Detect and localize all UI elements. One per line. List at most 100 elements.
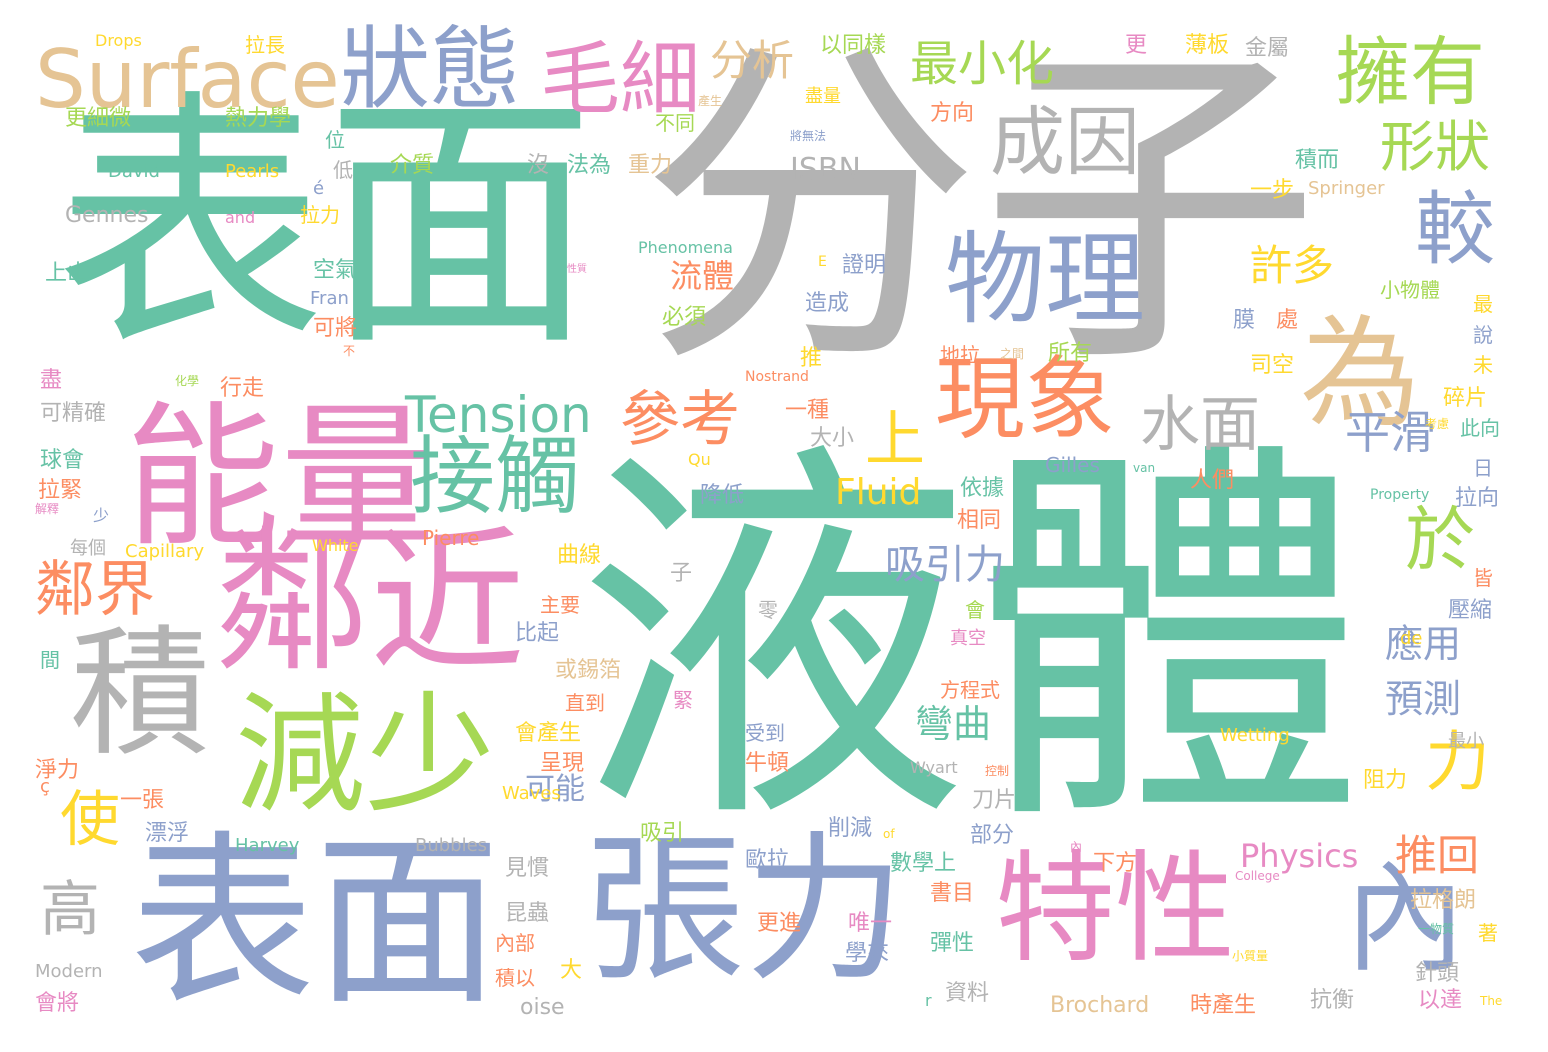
cloud-word: David [108, 161, 160, 182]
cloud-word: 空氣 [313, 258, 358, 283]
cloud-word: 性質 [567, 264, 587, 275]
cloud-word: Phenomena [638, 238, 733, 257]
cloud-word: 小質量 [1232, 949, 1269, 963]
cloud-word: 子 [670, 561, 693, 586]
cloud-word: 見慣 [505, 856, 550, 881]
cloud-word: 化學 [175, 374, 200, 388]
cloud-word: 分子 [640, 12, 1320, 408]
cloud-word: 盡 [40, 368, 63, 393]
cloud-word: 之間 [1000, 347, 1025, 361]
cloud-word: Brochard [1050, 993, 1150, 1018]
cloud-word: 曲線 [557, 543, 602, 568]
cloud-word: 高 [40, 875, 100, 945]
cloud-word: 會 [965, 598, 985, 622]
cloud-word: 書目 [930, 881, 975, 906]
cloud-word: 牛頓 [745, 751, 790, 776]
cloud-word: The [1480, 994, 1503, 1008]
cloud-word: van [1133, 461, 1156, 475]
cloud-word: 內 [1345, 850, 1465, 989]
cloud-word: Capillary [125, 541, 205, 562]
cloud-word: 球會 [40, 448, 85, 473]
cloud-word: 真空 [950, 628, 986, 649]
cloud-word: Gilles [1045, 453, 1100, 477]
cloud-word: 一張 [120, 788, 165, 813]
cloud-word: Wyart [910, 758, 958, 777]
cloud-word: 緊 [673, 688, 693, 712]
cloud-word: 依據 [960, 476, 1005, 501]
cloud-word: 大 [560, 958, 583, 983]
cloud-word: 昆蟲 [505, 901, 550, 926]
cloud-word: 液體 [575, 412, 1365, 872]
cloud-word: 最小 [1448, 731, 1484, 752]
cloud-word: 使 [60, 785, 120, 855]
cloud-word: Pearls [225, 161, 280, 182]
cloud-word: 少 [93, 506, 110, 525]
cloud-word: 介質 [390, 153, 435, 178]
cloud-word: 重力 [628, 153, 673, 178]
cloud-word: Property [1370, 487, 1430, 503]
cloud-word: 上 [865, 405, 925, 475]
cloud-word: 可將 [313, 316, 358, 341]
cloud-word: 金屬 [1245, 36, 1290, 61]
cloud-word: 未 [1473, 353, 1493, 377]
cloud-word: 拉長 [245, 33, 285, 57]
cloud-word: 彈性 [930, 931, 975, 956]
cloud-word: Tension [405, 386, 592, 444]
cloud-word: Qu [688, 450, 711, 469]
cloud-word: 內部 [495, 931, 535, 955]
cloud-word: 應用 [1385, 622, 1462, 666]
cloud-word: 法為 [567, 153, 612, 178]
cloud-word: 解釋 [35, 502, 60, 516]
cloud-word: 皆 [1473, 566, 1493, 590]
cloud-word: 控制 [985, 764, 1010, 778]
cloud-word: 以達 [1418, 988, 1463, 1013]
cloud-word: 可能 [525, 772, 585, 807]
cloud-word: 流體 [670, 257, 735, 295]
cloud-word: Bubbles [415, 835, 488, 856]
cloud-word: 直到 [565, 691, 605, 715]
cloud-word: 考慮 [1425, 417, 1450, 431]
cloud-word: 著 [1478, 921, 1498, 945]
cloud-word: Physics [1240, 837, 1359, 875]
cloud-word: 積而 [1295, 148, 1340, 173]
cloud-word: 淨力 [35, 758, 80, 783]
cloud-word: 方向 [930, 101, 975, 126]
cloud-word: 唯一 [848, 911, 893, 936]
cloud-word: 吸引 [640, 821, 685, 846]
cloud-word: and [225, 208, 256, 227]
cloud-word: 碎片 [1443, 386, 1488, 411]
cloud-word: Gennes [65, 203, 149, 228]
cloud-word: 狀態 [340, 17, 520, 122]
cloud-word: 吸引力 [885, 542, 1005, 588]
cloud-word: E [818, 254, 827, 270]
cloud-word: 減少 [235, 679, 496, 831]
cloud-word: ç [40, 776, 50, 797]
cloud-word: 許多 [1250, 241, 1335, 290]
cloud-word: 於 [1405, 499, 1475, 581]
cloud-word: 產生 [698, 94, 723, 108]
cloud-word: 必須 [662, 305, 707, 330]
cloud-word: Fran [310, 288, 349, 309]
cloud-word: 造成 [805, 291, 850, 316]
cloud-word: 沒 [527, 153, 550, 178]
cloud-word: 時產生 [1190, 993, 1257, 1018]
cloud-word: 日 [1473, 456, 1493, 480]
cloud-word: oise [520, 995, 565, 1020]
cloud-word: 積 [70, 613, 211, 776]
cloud-word: 彎曲 [915, 702, 992, 746]
cloud-word: 能量 [125, 387, 435, 568]
cloud-word: 受到 [745, 721, 785, 745]
cloud-word: 說 [1473, 323, 1493, 347]
cloud-word: 證明 [842, 253, 887, 278]
cloud-word: 針頭 [1415, 961, 1460, 986]
cloud-word: 擁有 [1335, 28, 1486, 116]
cloud-word: Surface [35, 33, 340, 126]
cloud-word: 上山 [45, 261, 90, 286]
cloud-word: 每個 [70, 538, 106, 559]
cloud-word: 會產生 [515, 721, 582, 746]
cloud-word: 壓縮 [1448, 598, 1493, 623]
cloud-word: Fluid [835, 472, 922, 513]
cloud-word: 接觸 [410, 428, 581, 527]
cloud-word: 較 [1415, 183, 1495, 276]
